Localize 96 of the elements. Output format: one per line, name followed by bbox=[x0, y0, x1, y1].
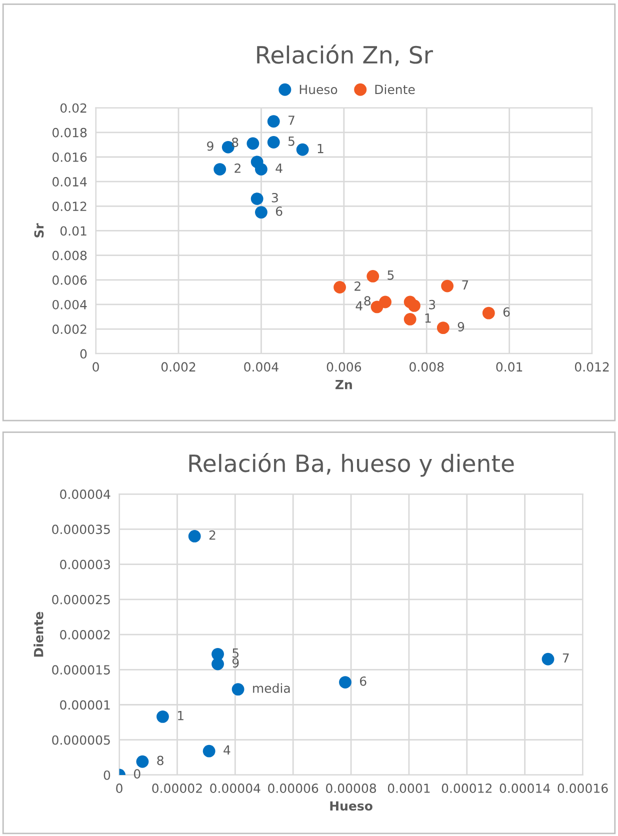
point bbox=[246, 137, 260, 150]
annotation: 3 bbox=[272, 192, 278, 202]
x-tick-label: 0.00002 bbox=[152, 784, 202, 793]
y-tick-label: 0.00002 bbox=[60, 630, 110, 640]
annotation: 5 bbox=[232, 648, 239, 658]
x-tick-label: 0.01 bbox=[496, 362, 522, 372]
x-tick-label: 0.00004 bbox=[210, 784, 260, 793]
annotation: 9 bbox=[232, 658, 239, 668]
y-tick-label: 0 bbox=[104, 770, 110, 780]
y-tick-label: 0.018 bbox=[52, 128, 87, 138]
y-tick-label: 0.006 bbox=[52, 275, 87, 285]
point bbox=[214, 163, 226, 176]
point bbox=[366, 270, 380, 282]
annotation: 9 bbox=[458, 322, 464, 332]
x-tick-label: 0.00014 bbox=[500, 784, 550, 793]
point bbox=[267, 136, 280, 148]
annotation: 7 bbox=[562, 653, 569, 663]
point bbox=[254, 163, 268, 176]
x-tick-label: 0.012 bbox=[574, 362, 609, 372]
point bbox=[232, 683, 244, 696]
legend-label: Hueso bbox=[300, 84, 338, 94]
y-tick-label: 0.004 bbox=[52, 300, 87, 310]
y-tick-label: 0.000015 bbox=[52, 665, 110, 675]
y-axis-title: Diente bbox=[34, 612, 44, 657]
annotation: 2 bbox=[234, 163, 240, 173]
annotation: 5 bbox=[388, 270, 394, 280]
point bbox=[202, 744, 216, 758]
annotation: 7 bbox=[288, 116, 294, 125]
annotation: 3 bbox=[429, 300, 436, 310]
point bbox=[296, 143, 309, 156]
x-tick-label: 0.0001 bbox=[388, 784, 430, 793]
annotation: 9 bbox=[207, 141, 214, 151]
y-tick-label: 0.002 bbox=[52, 324, 86, 334]
annotation: 5 bbox=[288, 136, 294, 146]
x-tick-label: 0.00008 bbox=[326, 784, 376, 793]
point bbox=[267, 115, 280, 128]
annotation: 2 bbox=[354, 281, 360, 291]
annotation: 1 bbox=[178, 711, 184, 720]
point bbox=[254, 206, 268, 219]
point bbox=[441, 280, 454, 292]
x-tick-label: 0.00006 bbox=[268, 784, 318, 793]
x-tick-label: 0.008 bbox=[410, 362, 444, 372]
legend-label: Diente bbox=[375, 84, 415, 94]
y-tick-label: 0.014 bbox=[52, 177, 87, 187]
y-tick-label: 0.00001 bbox=[60, 700, 110, 710]
y-tick-label: 0.016 bbox=[52, 152, 87, 162]
y-tick-label: 0.00003 bbox=[60, 560, 110, 570]
y-tick-label: 0 bbox=[80, 349, 87, 359]
y-axis-title: Sr bbox=[34, 223, 44, 238]
x-tick-label: 0.006 bbox=[326, 362, 362, 372]
x-tick-label: 0.002 bbox=[161, 362, 196, 372]
annotation: media bbox=[253, 683, 290, 693]
annotation: 8 bbox=[364, 296, 371, 306]
annotation: 1 bbox=[425, 314, 431, 323]
point bbox=[334, 281, 346, 294]
annotation: 4 bbox=[276, 164, 282, 173]
point bbox=[542, 652, 554, 666]
y-tick-label: 0.01 bbox=[60, 226, 86, 236]
x-axis-title: Hueso bbox=[330, 801, 372, 811]
annotation: 4 bbox=[356, 301, 362, 310]
annotation: 2 bbox=[209, 530, 216, 540]
x-tick-label: 0 bbox=[116, 784, 122, 793]
annotation: 4 bbox=[224, 745, 230, 755]
annotation: 6 bbox=[360, 676, 366, 686]
point bbox=[156, 710, 169, 723]
annotation: 1 bbox=[318, 144, 324, 154]
point bbox=[404, 313, 416, 326]
annotation: 6 bbox=[503, 307, 510, 317]
point bbox=[339, 676, 352, 688]
chart-title: Relación Ba, hueso y diente bbox=[189, 452, 514, 477]
annotation: 8 bbox=[232, 138, 238, 148]
point bbox=[482, 306, 495, 320]
point bbox=[250, 192, 264, 205]
y-tick-label: 0.000025 bbox=[52, 594, 110, 604]
annotation: 0 bbox=[134, 769, 140, 779]
chart-title: Relación Zn, Sr bbox=[257, 44, 434, 66]
x-tick-label: 0.00016 bbox=[558, 784, 608, 793]
y-tick-label: 0.008 bbox=[52, 250, 87, 260]
annotation: 7 bbox=[462, 280, 468, 290]
point bbox=[436, 322, 450, 334]
y-tick-label: 0.000035 bbox=[52, 524, 110, 534]
y-tick-label: 0.00004 bbox=[60, 490, 110, 500]
point bbox=[408, 299, 420, 312]
point bbox=[188, 530, 201, 542]
annotation: 8 bbox=[157, 756, 164, 766]
annotation: 6 bbox=[276, 206, 282, 216]
x-tick-label: 0.004 bbox=[244, 362, 278, 372]
y-tick-label: 0.02 bbox=[60, 103, 86, 113]
x-axis-title: Zn bbox=[336, 380, 352, 390]
y-tick-label: 0.012 bbox=[52, 202, 86, 212]
x-tick-label: 0 bbox=[92, 362, 99, 372]
point bbox=[212, 648, 224, 660]
point bbox=[136, 755, 149, 768]
x-tick-label: 0.00012 bbox=[442, 784, 492, 793]
point bbox=[379, 296, 392, 308]
y-tick-label: 0.000005 bbox=[52, 735, 110, 745]
